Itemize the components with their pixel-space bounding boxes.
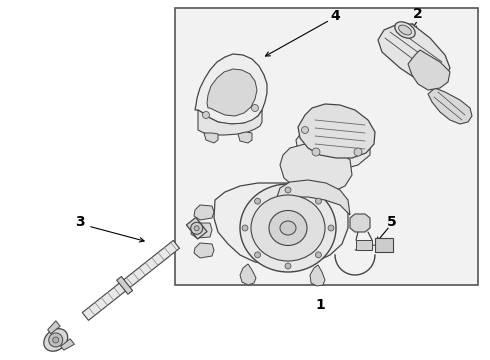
Ellipse shape	[399, 25, 412, 35]
Circle shape	[49, 333, 63, 347]
Circle shape	[312, 148, 320, 156]
Polygon shape	[82, 240, 179, 320]
Circle shape	[285, 263, 291, 269]
Ellipse shape	[395, 22, 415, 38]
Polygon shape	[378, 24, 450, 84]
Text: 3: 3	[75, 215, 85, 229]
Circle shape	[301, 126, 309, 134]
Polygon shape	[310, 265, 325, 286]
Circle shape	[242, 225, 248, 231]
Text: 1: 1	[315, 298, 325, 312]
Text: 4: 4	[330, 9, 340, 23]
Polygon shape	[240, 264, 256, 285]
Text: 2: 2	[413, 7, 423, 21]
Circle shape	[316, 252, 321, 258]
Polygon shape	[194, 243, 214, 258]
Polygon shape	[298, 104, 375, 158]
Polygon shape	[408, 50, 450, 90]
Polygon shape	[194, 205, 214, 220]
Bar	[175, 8, 478, 285]
Circle shape	[251, 104, 259, 112]
Polygon shape	[117, 276, 133, 294]
Polygon shape	[428, 88, 472, 124]
Polygon shape	[48, 321, 60, 334]
Polygon shape	[198, 110, 262, 135]
Circle shape	[202, 112, 210, 118]
Circle shape	[255, 252, 261, 258]
Polygon shape	[280, 144, 352, 194]
Polygon shape	[207, 69, 257, 116]
Polygon shape	[214, 183, 348, 265]
Circle shape	[194, 226, 199, 231]
Polygon shape	[186, 217, 207, 239]
Ellipse shape	[280, 221, 296, 235]
Polygon shape	[272, 180, 350, 215]
Polygon shape	[350, 214, 370, 232]
Circle shape	[316, 198, 321, 204]
Bar	[375, 238, 393, 252]
Ellipse shape	[240, 184, 336, 272]
Ellipse shape	[269, 211, 307, 246]
Bar	[356, 240, 372, 250]
Polygon shape	[204, 133, 218, 143]
Polygon shape	[296, 115, 370, 170]
Polygon shape	[191, 223, 212, 238]
Text: 5: 5	[387, 215, 397, 229]
Polygon shape	[238, 132, 252, 143]
Polygon shape	[46, 328, 68, 351]
Circle shape	[191, 222, 203, 234]
Circle shape	[255, 198, 261, 204]
Circle shape	[285, 187, 291, 193]
Ellipse shape	[251, 195, 325, 261]
Circle shape	[354, 148, 362, 156]
Polygon shape	[61, 339, 74, 350]
Circle shape	[53, 337, 59, 343]
Circle shape	[328, 225, 334, 231]
Polygon shape	[195, 54, 267, 124]
Ellipse shape	[44, 329, 68, 351]
